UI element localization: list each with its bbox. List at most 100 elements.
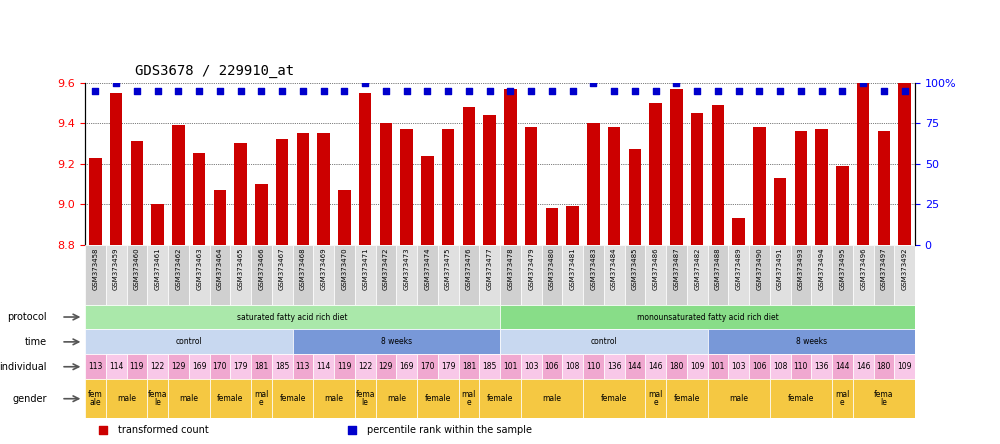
Bar [836, 166, 849, 245]
Bar [483, 115, 496, 245]
Bar [749, 354, 770, 379]
Point [253, 87, 269, 94]
Bar [106, 354, 126, 379]
Text: GSM373484: GSM373484 [611, 248, 617, 290]
Point [731, 87, 747, 94]
Bar [691, 113, 703, 245]
Bar [313, 379, 355, 418]
Text: 144: 144 [835, 362, 850, 371]
Bar [210, 245, 230, 305]
Bar [251, 354, 272, 379]
Bar [666, 245, 687, 305]
Bar [608, 127, 620, 245]
Bar [878, 131, 890, 245]
Point [606, 87, 622, 94]
Text: male: male [729, 394, 748, 403]
Bar [396, 245, 417, 305]
Text: fema
le: fema le [355, 390, 375, 407]
Text: GSM373469: GSM373469 [321, 248, 327, 290]
Bar [645, 379, 666, 418]
Bar [898, 66, 911, 245]
Text: control: control [175, 337, 202, 346]
Bar [894, 245, 915, 305]
Point [87, 87, 103, 94]
Bar [210, 354, 230, 379]
Bar [583, 354, 604, 379]
Bar [147, 245, 168, 305]
Text: female: female [279, 394, 306, 403]
Text: female: female [487, 394, 513, 403]
Text: male: male [387, 394, 406, 403]
Text: GSM373490: GSM373490 [756, 248, 762, 290]
Point [440, 87, 456, 94]
Text: 103: 103 [731, 362, 746, 371]
Bar [728, 354, 749, 379]
Bar [272, 354, 292, 379]
Bar [106, 245, 126, 305]
Text: GSM373483: GSM373483 [590, 248, 596, 290]
Bar [131, 141, 143, 245]
Text: 179: 179 [441, 362, 455, 371]
Text: mal
e: mal e [462, 390, 476, 407]
Bar [753, 127, 766, 245]
Bar [189, 354, 210, 379]
Text: 179: 179 [233, 362, 248, 371]
Bar [666, 354, 687, 379]
Point [751, 87, 767, 94]
Bar [355, 354, 376, 379]
Text: 110: 110 [586, 362, 601, 371]
Text: 169: 169 [192, 362, 206, 371]
Text: GSM373485: GSM373485 [632, 248, 638, 290]
Text: 181: 181 [254, 362, 268, 371]
Text: GSM373463: GSM373463 [196, 248, 202, 290]
Point [108, 79, 124, 86]
Text: saturated fatty acid rich diet: saturated fatty acid rich diet [237, 313, 348, 321]
Bar [790, 354, 811, 379]
Bar [417, 379, 458, 418]
Bar [189, 245, 210, 305]
Text: 114: 114 [316, 362, 331, 371]
Text: GSM373458: GSM373458 [92, 248, 98, 290]
Point [710, 87, 726, 94]
Bar [749, 245, 770, 305]
Bar [396, 354, 417, 379]
Bar [832, 354, 853, 379]
Text: percentile rank within the sample: percentile rank within the sample [367, 425, 532, 435]
Bar [874, 245, 894, 305]
Bar [504, 89, 517, 245]
Bar [670, 89, 683, 245]
Point [772, 87, 788, 94]
Point [212, 87, 228, 94]
Bar [292, 245, 313, 305]
Bar [566, 206, 579, 245]
Bar [832, 245, 853, 305]
Bar [85, 354, 106, 379]
Point [150, 87, 166, 94]
Point [378, 87, 394, 94]
Bar [853, 379, 915, 418]
Bar [376, 379, 417, 418]
Bar [147, 379, 168, 418]
Bar [562, 354, 583, 379]
Text: 170: 170 [420, 362, 435, 371]
Text: GSM373462: GSM373462 [175, 248, 181, 290]
Bar [230, 354, 251, 379]
Text: GSM373474: GSM373474 [424, 248, 430, 290]
Bar [770, 379, 832, 418]
Text: GSM373467: GSM373467 [279, 248, 285, 290]
Point [585, 79, 601, 86]
Bar [338, 190, 351, 245]
Text: GSM373481: GSM373481 [570, 248, 576, 290]
Bar [458, 354, 479, 379]
Point [627, 87, 643, 94]
Bar [583, 245, 604, 305]
Text: control: control [590, 337, 617, 346]
Bar [297, 133, 309, 245]
Point [876, 87, 892, 94]
Text: GSM373488: GSM373488 [715, 248, 721, 290]
Point [834, 87, 850, 94]
Text: GSM373470: GSM373470 [341, 248, 347, 290]
Text: GSM373473: GSM373473 [404, 248, 410, 290]
Bar [815, 129, 828, 245]
Text: GSM373486: GSM373486 [653, 248, 659, 290]
